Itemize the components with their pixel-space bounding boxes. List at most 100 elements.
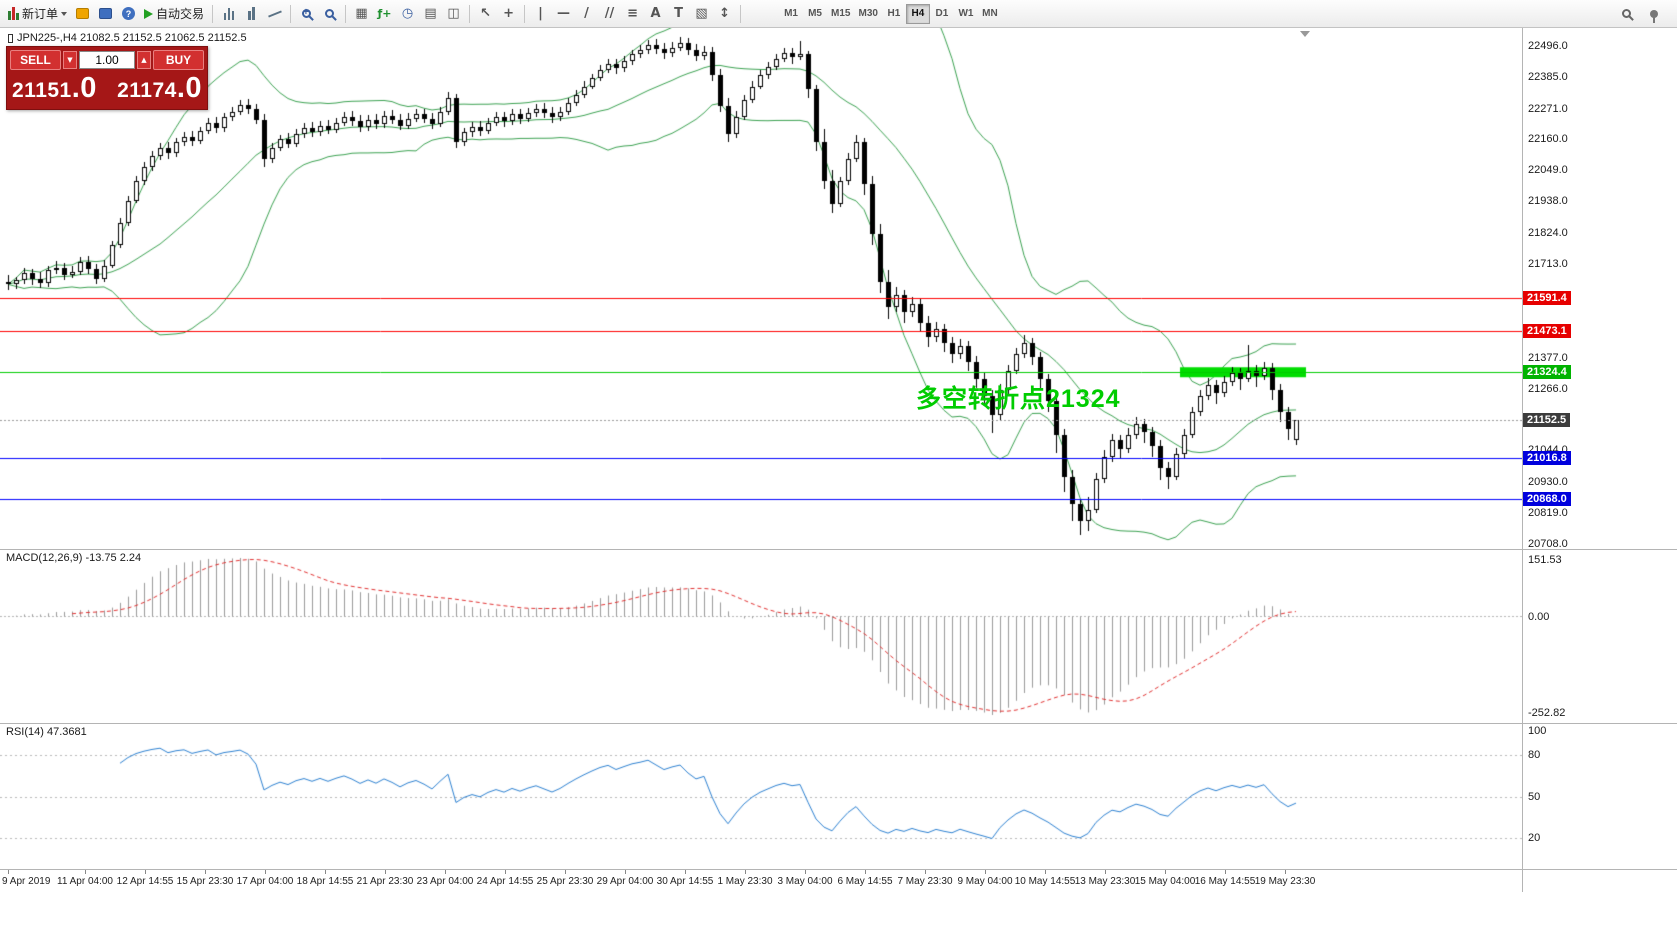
rsi-level-label: 80 (1528, 749, 1541, 761)
terminal-button[interactable]: ? (117, 3, 140, 25)
time-tick (805, 870, 806, 874)
trendline-tool-button[interactable]: / (575, 3, 598, 25)
toolbar-separator (212, 4, 214, 23)
chart-shift-marker[interactable] (1300, 31, 1310, 37)
arrows-tool-button[interactable]: ↕ (713, 3, 736, 25)
sell-button[interactable]: SELL (10, 50, 61, 70)
new-order-icon (8, 7, 19, 20)
indicators-button[interactable]: ƒ+ (373, 3, 396, 25)
time-tick (1225, 870, 1226, 874)
rsi-header: RSI(14) 47.3681 (6, 726, 87, 738)
time-axis-label: 13 May 23:30 (1074, 876, 1136, 887)
market-watch-button[interactable] (71, 3, 94, 25)
price-tick-label: 21377.0 (1528, 352, 1568, 364)
crosshair-tool-button[interactable]: + (497, 3, 520, 25)
channel-icon: // (604, 6, 615, 21)
timeframe-MN-button[interactable]: MN (982, 8, 998, 19)
rsi-level-label: 100 (1528, 725, 1547, 737)
timeframe-D1-button[interactable]: D1 (935, 8, 949, 19)
time-tick (685, 870, 686, 874)
vertical-line-tool-button[interactable]: | (529, 3, 552, 25)
templates-button[interactable]: ▤ (419, 3, 442, 25)
toolbar: 新订单 ? 自动交易 ▦ ƒ+ ◷ ▤ ◫ ↖ + | — / // ≡ A T (0, 0, 1677, 28)
time-axis-label: 16 May 14:55 (1194, 876, 1256, 887)
time-tick (325, 870, 326, 874)
label-tool-button[interactable]: T (667, 3, 690, 25)
cursor-tool-button[interactable]: ↖ (474, 3, 497, 25)
text-tool-button[interactable]: A (644, 3, 667, 25)
pane-separator[interactable] (0, 549, 1677, 550)
price-tick-label: 22496.0 (1528, 40, 1568, 52)
trendline-icon: / (584, 6, 589, 21)
pane-separator[interactable] (0, 723, 1677, 724)
time-tick (205, 870, 206, 874)
time-tick (745, 870, 746, 874)
time-tick (145, 870, 146, 874)
rsi-indicator-canvas[interactable] (0, 724, 1522, 869)
price-axis-border (1522, 28, 1523, 892)
time-axis-label: 24 Apr 14:55 (476, 876, 534, 887)
time-axis-label: 17 Apr 04:00 (236, 876, 294, 887)
templates-icon: ▤ (424, 6, 437, 21)
zoom-out-button[interactable] (318, 3, 341, 25)
cascade-windows-button[interactable]: ◫ (442, 3, 465, 25)
time-tick (1045, 870, 1046, 874)
bar-chart-type-button[interactable] (217, 3, 240, 25)
time-axis[interactable]: 9 Apr 2019 11 Apr 04:00 12 Apr 14:55 15 Apr… (0, 870, 1522, 892)
buy-price-display[interactable]: 21174.0 (117, 72, 202, 104)
time-axis-label: 10 May 14:55 (1014, 876, 1076, 887)
search-button[interactable] (1615, 3, 1638, 25)
zoom-in-icon (302, 7, 312, 18)
shapes-tool-button[interactable]: ▧ (690, 3, 713, 25)
macd-header: MACD(12,26,9) -13.75 2.24 (6, 552, 142, 564)
candle-chart-type-button[interactable] (240, 3, 263, 25)
symbol-candle-icon (8, 33, 13, 43)
search-icon (1622, 9, 1631, 18)
pin-button[interactable] (1642, 3, 1665, 25)
shapes-icon: ▧ (695, 6, 708, 21)
clock-icon: ◷ (401, 6, 414, 21)
time-axis-label: 21 Apr 23:30 (356, 876, 414, 887)
timeframe-M30-button[interactable]: M30 (858, 8, 878, 19)
current-price-badge: 21152.5 (1523, 413, 1571, 427)
price-tick-label: 20819.0 (1528, 507, 1568, 519)
new-order-dropdown-icon (61, 11, 68, 16)
macd-scale-min-label: -252.82 (1528, 707, 1566, 719)
volume-decrease-button[interactable]: ▼ (63, 51, 77, 69)
timeframe-M1-button[interactable]: M1 (784, 8, 798, 19)
line-chart-type-button[interactable] (263, 3, 286, 25)
buy-button[interactable]: BUY (153, 50, 204, 70)
main-chart-canvas[interactable] (0, 28, 1522, 549)
timeframe-W1-button[interactable]: W1 (958, 8, 974, 19)
rsi-level-label: 20 (1528, 832, 1541, 844)
macd-indicator-canvas[interactable] (0, 550, 1522, 723)
time-axis-label: 29 Apr 04:00 (596, 876, 654, 887)
horizontal-line-tool-button[interactable]: — (552, 3, 575, 25)
timeframe-H4-button[interactable]: H4 (905, 3, 930, 24)
autotrading-button[interactable]: 自动交易 (140, 3, 208, 25)
volume-input[interactable] (79, 51, 135, 69)
periods-button[interactable]: ◷ (396, 3, 419, 25)
symbol-ohlc-header: JPN225-,H4 21082.5 21152.5 21062.5 21152… (8, 32, 247, 44)
toolbar-separator (469, 4, 471, 23)
pane-separator[interactable] (0, 869, 1677, 870)
fibonacci-tool-button[interactable]: ≡ (621, 3, 644, 25)
price-axis[interactable]: 22496.0 22385.0 22271.0 22160.0 22049.0 21938… (1523, 0, 1677, 951)
cursor-icon: ↖ (480, 6, 491, 21)
volume-increase-button[interactable]: ▲ (137, 51, 151, 69)
tile-windows-button[interactable]: ▦ (350, 3, 373, 25)
sell-price-display[interactable]: 21151.0 (12, 72, 97, 104)
time-axis-label: 18 Apr 14:55 (296, 876, 354, 887)
symbol-ohlc-text: JPN225-,H4 21082.5 21152.5 21062.5 21152… (17, 32, 247, 44)
time-tick (865, 870, 866, 874)
cascade-windows-icon: ◫ (447, 6, 460, 21)
new-order-button[interactable]: 新订单 (4, 3, 71, 25)
timeframe-M5-button[interactable]: M5 (808, 8, 822, 19)
channel-tool-button[interactable]: // (598, 3, 621, 25)
macd-scale-max-label: 151.53 (1528, 554, 1562, 566)
timeframe-H1-button[interactable]: H1 (887, 8, 901, 19)
price-tick-label: 22160.0 (1528, 133, 1568, 145)
timeframe-M15-button[interactable]: M15 (831, 8, 851, 19)
navigator-button[interactable] (94, 3, 117, 25)
zoom-in-button[interactable] (295, 3, 318, 25)
